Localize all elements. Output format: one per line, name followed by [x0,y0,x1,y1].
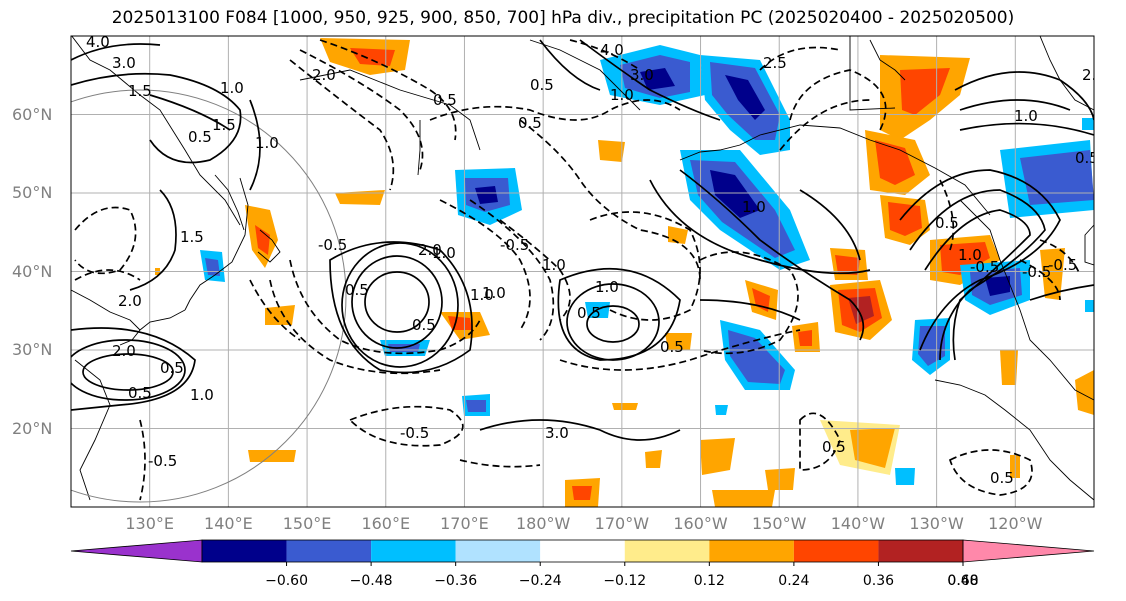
latitude-label: 50°N [12,183,53,202]
contour-label: 1.0 [1014,107,1038,125]
contour-label: 0.5 [822,438,846,456]
contour-label: -0.5 [1022,263,1051,281]
colorbar-segment [286,540,372,562]
contour-label: 1.0 [470,286,494,304]
contour-label: -0.5 [970,258,999,276]
contour-label: 0.5 [990,469,1014,487]
colorbar-outline [201,539,964,563]
colorbar-segment [202,540,287,562]
latitude-label: 40°N [12,261,53,281]
latitude-label: 20°N [12,418,53,438]
colorbar-extend-low [70,539,203,563]
contour-label: 2.0 [312,66,336,84]
map-frame [70,35,1095,508]
contour-label: 1.0 [255,134,279,152]
colorbar-tick-label: −0.12 [603,573,647,589]
longitude-label: 140°E [204,514,253,533]
contour-label: 2.0 [118,292,142,310]
projection-circle [71,89,347,503]
contour-label: 4.0 [86,33,110,51]
contour-label: 2.5 [763,54,787,72]
contour-label: 2.0 [1082,66,1106,84]
contour-label: 1.0 [190,386,214,404]
contour-label: 4.0 [600,41,624,59]
latitude-label: 30°N [12,340,53,359]
contour-label: 1.0 [742,198,766,216]
contour-label: -0.5 [148,452,177,470]
contour-label: 1.5 [128,82,152,100]
contour-label: 1.0 [958,246,982,264]
longitude-label: 120°W [988,514,1043,533]
contour-label: -0.5 [500,236,529,254]
contour-label: 1.0 [595,278,619,296]
contour-label: 3.0 [545,424,569,442]
contour-label: 1.0 [220,79,244,97]
contour-label: 0.5 [530,76,554,94]
contour-label: 0.5 [433,91,457,109]
longitude-label: 140°W [830,514,886,533]
colorbar-segment [878,540,963,562]
longitude-label: 160°W [673,514,728,533]
longitude-label: 150°E [282,514,332,533]
coastlines [71,36,1094,501]
contour-label: 0.5 [935,214,959,232]
contour-label: 0.5 [660,338,684,356]
contour-label: -0.5 [318,236,347,254]
colorbar-segment [793,540,879,562]
contour-label: 1.0 [482,284,506,302]
contour-label: 3.0 [630,66,654,84]
contour-label: 1.0 [542,256,566,274]
negative-contours [74,39,1081,501]
colorbar-segment [371,540,456,562]
colorbar-segment [624,540,710,562]
contour-label: 2.0 [112,342,136,360]
colorbar-tick-label: 0.12 [693,573,725,589]
contour-label: 0.5 [188,128,212,146]
colorbar-tick-label: −0.48 [349,573,393,589]
contour-label: 2.0 [418,241,442,259]
contour-label: 0.5 [1075,149,1099,167]
colorbar-tick-label: −0.24 [518,573,562,589]
contour-label: -0.5 [400,424,429,442]
latitude-label: 60°N [12,104,53,124]
contour-label: -0.5 [1048,256,1077,274]
contour-label: 1.0 [610,86,634,104]
contour-label: 0.5 [128,384,152,402]
colorbar-tick-label: 0.24 [778,573,810,589]
contour-label: 0.5 [160,359,184,377]
colorbar-segment [709,540,794,562]
longitude-label: 150°W [752,514,807,533]
contour-label: 0.5 [412,316,436,334]
colorbar [70,539,1095,566]
contour-label: 1.5 [180,228,204,246]
longitude-label: 180°W [515,514,571,533]
contour-label: 1.0 [432,244,456,262]
colorbar-tick-label: −0.60 [265,573,308,589]
contour-labels: 4.03.01.52.01.00.51.51.00.50.50.53.04.01… [86,33,1106,487]
contour-label: 1.5 [212,116,236,134]
contour-label: 3.0 [112,54,136,72]
colorbar-tick-label: 0.60 [947,573,979,589]
colorbar-tick-label: −0.36 [434,573,478,589]
positive-contours [71,39,1094,441]
colorbar-segment [455,540,541,562]
contour-label: 0.5 [577,304,601,322]
longitude-label: 130°E [125,514,175,533]
colorbar-tick-label: 0.36 [862,573,895,589]
figure-title: 2025013100 F084 [1000, 950, 925, 900, 85… [111,8,1015,28]
contour-label: 0.5 [518,114,542,132]
longitude-label: 170°W [594,514,650,533]
colorbar-tick-label: 0.48 [947,573,979,589]
longitude-label: 170°E [440,514,489,533]
colorbar-segment [540,540,625,562]
contour-label: 0.5 [345,281,369,299]
longitude-label: 130°W [909,514,964,533]
colorbar-extend-high [962,539,1095,563]
longitude-label: 160°E [361,514,411,533]
